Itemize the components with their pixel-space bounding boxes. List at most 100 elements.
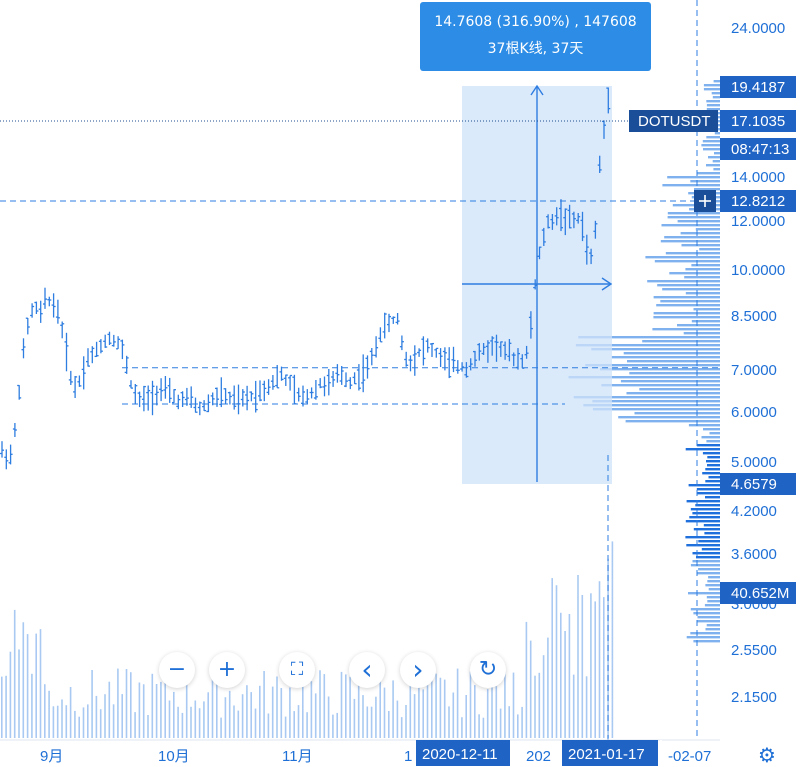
zoom-in-button[interactable]: + (209, 652, 245, 688)
zoom-out-button[interactable]: − (159, 652, 195, 688)
profile-bar (681, 244, 720, 247)
price-bar (318, 378, 323, 389)
volume-bar (362, 695, 364, 738)
gear-icon[interactable]: ⚙ (758, 743, 776, 767)
price-bar (98, 339, 103, 354)
price-bar (223, 388, 228, 405)
crosshair-icon[interactable] (694, 190, 716, 212)
profile-bar (685, 536, 720, 539)
price-bar (344, 372, 348, 388)
profile-bar (656, 304, 720, 307)
volume-bar (160, 681, 162, 738)
price-bar (60, 321, 65, 339)
price-bar (576, 213, 581, 224)
volume-bar (400, 717, 403, 738)
scroll-right-button[interactable]: › (400, 652, 436, 688)
volume-bar (327, 696, 330, 738)
price-bar (524, 345, 529, 359)
price-bar (473, 350, 477, 367)
price-bar (571, 211, 576, 229)
profile-bar (653, 316, 720, 319)
profile-bar (568, 376, 720, 379)
volume-bar (130, 672, 132, 738)
profile-bar (653, 296, 720, 299)
volume-bar (478, 714, 480, 738)
volume-bar (482, 717, 485, 738)
time-tick-label: 1 (404, 748, 412, 765)
price-axis[interactable]: 24.0000 14.0000 12.0000 10.0000 8.5000 7.0000… (629, 20, 796, 706)
profile-bar (706, 108, 720, 111)
price-bar (137, 391, 142, 408)
volume-bar (233, 705, 235, 738)
price-bar (292, 374, 297, 405)
time-tick-label: 11月 (282, 748, 313, 765)
price-bar (64, 332, 69, 372)
volume-bar (486, 689, 489, 738)
profile-bar (692, 512, 720, 515)
profile-bar (703, 88, 720, 91)
volume-bar (44, 684, 46, 738)
refresh-button[interactable]: ↻ (470, 652, 506, 688)
price-bar (374, 336, 379, 358)
volume-bar (177, 706, 179, 738)
volume-bar (431, 675, 433, 738)
profile-bar (652, 328, 720, 331)
price-bar (77, 375, 82, 387)
price-bar (68, 370, 73, 385)
volume-bar (267, 713, 270, 738)
profile-bar (712, 96, 720, 99)
volume-bar (211, 672, 214, 738)
price-tick-label: 12.0000 (731, 213, 785, 230)
volume-bar (190, 706, 192, 738)
profile-bar (620, 380, 720, 383)
profile-bar (629, 372, 720, 375)
price-bar (124, 355, 129, 374)
price-bar (378, 327, 383, 343)
volume-bar (185, 674, 188, 738)
price-bar (189, 386, 194, 408)
price-tag: 08:47:13 (720, 138, 796, 160)
volume-bar (469, 671, 472, 738)
profile-bar (693, 308, 720, 311)
volume-bar (138, 682, 141, 738)
volume-bar (271, 686, 274, 738)
profile-bar (669, 272, 720, 275)
volume-bar (366, 706, 369, 738)
volume-bar (87, 704, 89, 738)
price-bar (283, 374, 288, 386)
profile-bar (708, 576, 720, 579)
price-bar (597, 155, 602, 173)
volume-bar (534, 675, 536, 738)
price-tick-label: 10.0000 (731, 262, 785, 279)
profile-bar (639, 388, 720, 391)
volume-bar (125, 669, 128, 738)
volume-bar (525, 621, 528, 738)
price-bar (451, 346, 456, 373)
profile-bar (702, 452, 720, 455)
profile-bar (690, 180, 720, 183)
price-tick-label: 3.6000 (731, 546, 777, 563)
volume-bar (99, 709, 102, 738)
time-axis[interactable]: 9月 10月 11月 1 202 -02-07 2020-12-11 2021-01-17 (0, 739, 720, 766)
price-bar (412, 345, 417, 376)
price-bar (417, 348, 422, 357)
volume-bar (452, 692, 455, 738)
volume-bar (383, 687, 386, 738)
profile-bar (707, 456, 720, 459)
price-bar (301, 385, 305, 407)
profile-bar (647, 280, 720, 283)
volume-bar (254, 708, 257, 738)
profile-bar (706, 440, 720, 443)
profile-bar (685, 520, 720, 523)
reset-zoom-button[interactable]: ⛶ (279, 652, 315, 688)
scroll-left-button[interactable]: ‹ (349, 652, 385, 688)
profile-bar (660, 240, 720, 243)
price-bar (430, 342, 434, 357)
volume-bar (194, 700, 197, 738)
measure-tooltip: 14.7608 (316.90%) , 147608 37根K线, 37天 (420, 2, 651, 71)
volume-bar (611, 541, 614, 738)
profile-bar (713, 80, 720, 83)
price-bar (43, 287, 47, 309)
profile-bar (623, 352, 720, 355)
